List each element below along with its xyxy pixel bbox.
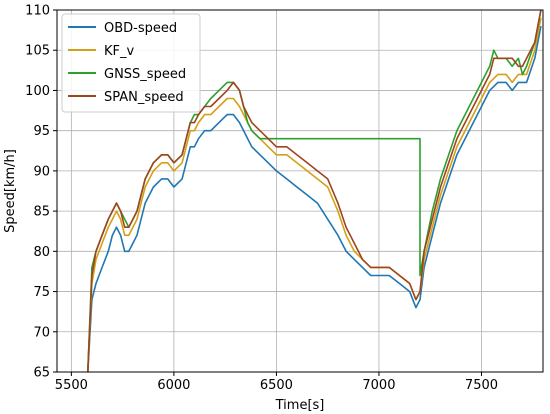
series-line-kf-v: [87, 17, 542, 372]
y-tick-label: 105: [25, 44, 50, 59]
legend-label: OBD-speed: [104, 21, 177, 36]
y-axis-label: Speed[km/h]: [3, 149, 18, 233]
x-axis-label: Time[s]: [275, 398, 325, 413]
plot-frame: [56, 9, 544, 373]
series-line-span-speed: [87, 10, 542, 372]
legend-label: GNSS_speed: [104, 67, 186, 82]
legend-box: [61, 13, 201, 113]
y-tick-label: 85: [33, 205, 50, 220]
legend-label: KF_v: [104, 44, 135, 59]
x-tick-label: 6000: [157, 378, 190, 393]
x-tick-label: 7500: [465, 378, 498, 393]
x-tick-label: 5500: [55, 378, 88, 393]
legend: OBD-speed KF_v GNSS_speed SPAN_speed: [61, 13, 201, 113]
y-tick-label: 90: [33, 164, 50, 179]
y-tick-label: 80: [33, 245, 50, 260]
legend-label: SPAN_speed: [104, 90, 184, 105]
x-tick-label: 6500: [260, 378, 293, 393]
axis-ticks: 5500 6000 6500 7000 7500 65 70 75 80 85 90 95 100 105…: [25, 4, 498, 394]
series-line-obd-speed: [87, 25, 542, 372]
y-tick-label: 65: [33, 366, 50, 381]
y-tick-label: 95: [33, 124, 50, 139]
y-tick-label: 75: [33, 285, 50, 300]
plot-series: [87, 10, 542, 372]
y-tick-label: 70: [33, 325, 50, 340]
x-tick-label: 7000: [362, 378, 395, 393]
y-tick-label: 100: [25, 84, 50, 99]
series-line-gnss-speed: [87, 10, 542, 372]
y-tick-label: 110: [25, 4, 50, 19]
